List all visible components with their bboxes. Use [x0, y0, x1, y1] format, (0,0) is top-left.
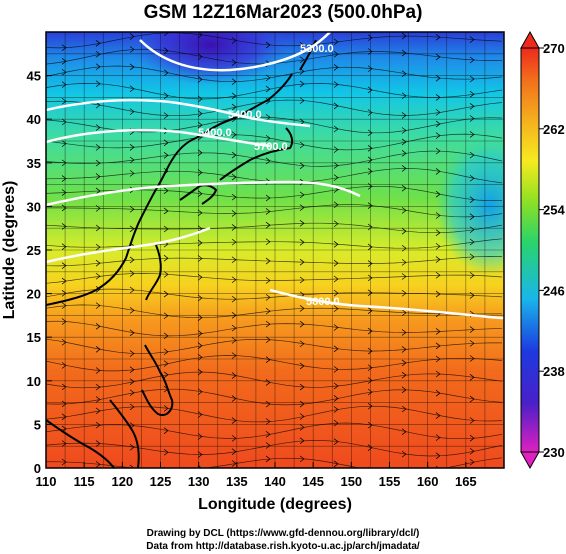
- coastlines: [46, 39, 317, 468]
- temperature-field: 5400.0 5400.0 5700.0 5300.0 5800.0: [46, 32, 504, 468]
- x-tick-label: 150: [340, 474, 362, 489]
- credit-drawing: Drawing by DCL (https://www.gfd-dennou.o…: [146, 528, 420, 539]
- map-title: GSM 12Z16Mar2023 (500.0hPa): [143, 2, 423, 23]
- contour-label: 5400.0: [228, 109, 262, 121]
- colorbar-tick-label: 230: [543, 445, 565, 460]
- x-tick-label: 120: [111, 474, 133, 489]
- y-tick-label: 45: [27, 69, 41, 84]
- y-tick-label: 5: [34, 417, 41, 432]
- colorbar-ticks: 230 238 246 254 262 270: [539, 41, 565, 460]
- x-tick-label: 165: [455, 474, 477, 489]
- y-tick-label: 35: [27, 156, 41, 171]
- x-axis-label: Longitude (degrees): [198, 496, 352, 513]
- y-axis-ticks: 0 5 10 15 20 25 30 35 40 45: [27, 69, 52, 476]
- y-axis-label: Latitude (degrees): [1, 181, 18, 320]
- colorbar-tick-label: 254: [543, 203, 565, 218]
- colorbar-tick-label: 262: [543, 122, 565, 137]
- lat-lon-grid: [46, 32, 504, 468]
- colorbar-tick-label: 270: [543, 41, 565, 56]
- x-tick-label: 130: [188, 474, 210, 489]
- contour-label: 5400.0: [198, 127, 232, 139]
- wind-streamlines: [46, 32, 503, 468]
- y-tick-label: 30: [27, 199, 41, 214]
- credit-data: Data from http://database.rish.kyoto-u.a…: [146, 541, 420, 552]
- x-tick-label: 140: [264, 474, 286, 489]
- contour-label: 5700.0: [254, 141, 288, 153]
- x-tick-label: 160: [417, 474, 439, 489]
- contour-label: 5800.0: [306, 296, 340, 308]
- colorbar-tick-label: 238: [543, 364, 565, 379]
- x-tick-label: 125: [150, 474, 172, 489]
- colorbar-tick-label: 246: [543, 283, 565, 298]
- y-tick-label: 10: [27, 374, 41, 389]
- y-tick-label: 25: [27, 243, 41, 258]
- x-tick-label: 155: [379, 474, 401, 489]
- colorbar-top-arrow: [520, 30, 540, 49]
- colorbar-bottom-arrow: [520, 451, 540, 470]
- y-tick-label: 20: [27, 287, 41, 302]
- contour-label: 5300.0: [300, 43, 334, 55]
- height-contours: [46, 32, 504, 320]
- colorbar: 230 238 246 254 262 270: [520, 30, 565, 470]
- x-tick-label: 115: [74, 474, 95, 489]
- x-axis-ticks: 110 115 120 125 130 135 140 145 150 155 160 165: [36, 462, 477, 489]
- x-tick-label: 145: [302, 474, 324, 489]
- y-tick-label: 15: [27, 330, 41, 345]
- x-tick-label: 135: [226, 474, 248, 489]
- y-tick-label: 0: [34, 461, 41, 476]
- x-tick-label: 110: [36, 474, 57, 489]
- y-tick-label: 40: [27, 112, 41, 127]
